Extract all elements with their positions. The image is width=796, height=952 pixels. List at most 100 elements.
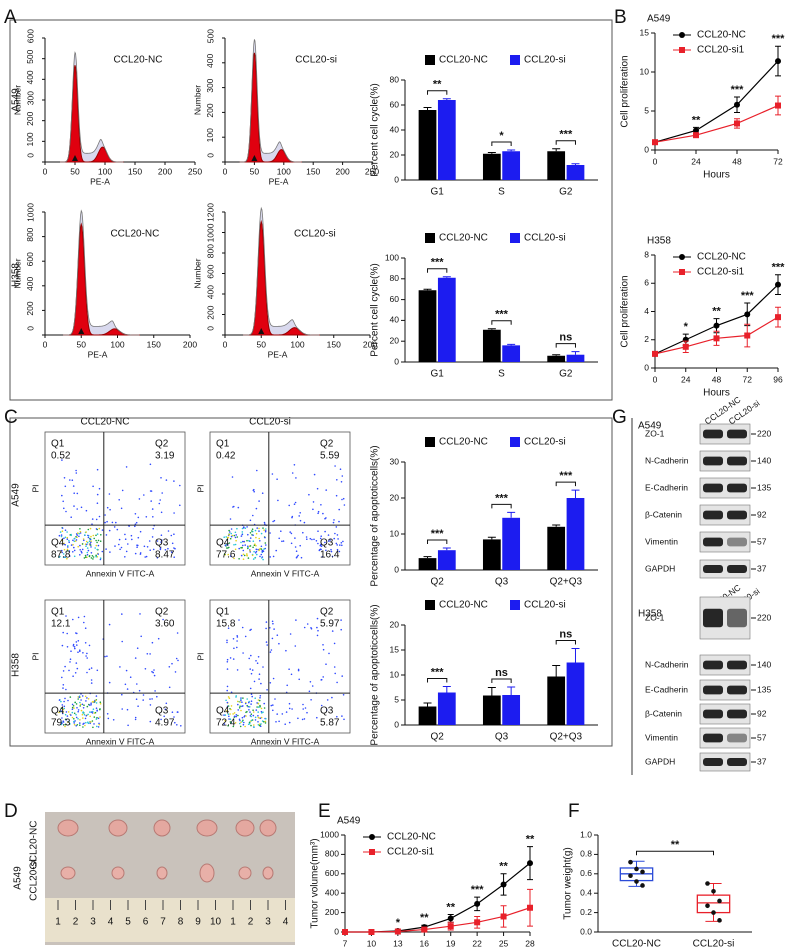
event-dot xyxy=(92,708,95,710)
event-dot xyxy=(168,686,171,689)
event-dot xyxy=(62,631,64,634)
x-tick-label: 7 xyxy=(343,938,348,948)
y-tick-label: 400 xyxy=(205,54,215,68)
quadrant-name: Q4 xyxy=(51,538,65,549)
y-tick-label: 20 xyxy=(390,619,400,629)
protein-name: Vimentin xyxy=(645,536,678,546)
event-dot xyxy=(271,637,274,640)
event-dot xyxy=(223,723,226,725)
event-dot xyxy=(158,502,161,505)
event-dot xyxy=(266,689,268,691)
x-tick-label: 50 xyxy=(250,166,260,176)
event-dot xyxy=(94,701,96,703)
event-dot xyxy=(87,698,90,700)
event-dot xyxy=(336,534,339,536)
event-dot xyxy=(85,556,87,558)
y-axis-label: Number xyxy=(12,258,22,288)
event-dot xyxy=(164,549,167,551)
event-dot xyxy=(59,531,62,533)
event-dot xyxy=(95,718,98,720)
event-dot xyxy=(73,712,76,715)
event-dot xyxy=(118,499,120,501)
blot-strip xyxy=(699,477,751,499)
event-dot xyxy=(242,558,245,560)
event-dot xyxy=(66,632,68,635)
event-dot xyxy=(121,613,123,615)
event-dot xyxy=(282,540,285,542)
event-dot xyxy=(258,530,260,532)
event-dot xyxy=(88,668,91,671)
event-dot xyxy=(229,657,232,659)
event-dot xyxy=(233,557,235,560)
marker xyxy=(652,139,658,146)
event-dot xyxy=(79,724,81,726)
event-dot xyxy=(241,720,244,723)
event-dot xyxy=(244,725,246,728)
event-dot xyxy=(251,695,253,698)
event-dot xyxy=(70,534,72,537)
event-dot xyxy=(270,649,273,651)
x-tick-label: 22 xyxy=(472,938,482,948)
event-dot xyxy=(77,710,79,713)
event-dot xyxy=(246,539,248,542)
data-point xyxy=(628,859,633,865)
event-dot xyxy=(242,719,244,722)
event-dot xyxy=(256,706,258,708)
blot-band xyxy=(703,733,723,743)
event-dot xyxy=(264,720,267,723)
quadrant-value: 87.8 xyxy=(51,550,71,561)
protein-name: N-Cadherin xyxy=(645,455,689,465)
x-tick-label: Q2 xyxy=(430,577,444,588)
event-dot xyxy=(99,540,102,542)
y-tick-label: 4 xyxy=(644,306,649,316)
x-tick-label: 28 xyxy=(525,938,535,948)
y-tick-label: 300 xyxy=(25,91,35,105)
event-dot xyxy=(285,711,288,713)
event-dot xyxy=(228,697,231,699)
event-dot xyxy=(294,645,297,647)
event-dot xyxy=(328,652,330,655)
event-dot xyxy=(298,515,301,517)
event-dot xyxy=(241,705,243,708)
event-dot xyxy=(310,627,312,629)
event-dot xyxy=(306,623,309,625)
event-dot xyxy=(251,528,254,530)
event-dot xyxy=(242,553,245,556)
y-tick-label: 0 xyxy=(334,926,339,936)
event-dot xyxy=(303,521,306,524)
event-dot xyxy=(234,531,237,534)
event-dot xyxy=(223,714,225,716)
event-dot xyxy=(238,707,241,709)
event-dot xyxy=(258,673,261,675)
y-axis-label: PI xyxy=(30,652,40,660)
event-dot xyxy=(273,519,276,522)
event-dot xyxy=(261,556,264,558)
significance-label: * xyxy=(396,917,401,929)
event-dot xyxy=(65,711,68,713)
quadrant-value: 5.87 xyxy=(320,718,340,729)
y-tick-label: 600 xyxy=(205,264,215,278)
y-axis-label: Percent cell cycle(%) xyxy=(370,83,381,176)
event-dot xyxy=(340,628,343,631)
event-dot xyxy=(136,683,138,685)
event-dot xyxy=(95,554,97,557)
protein-name: E-Cadherin xyxy=(645,482,688,492)
event-dot xyxy=(161,492,163,494)
event-dot xyxy=(96,533,99,535)
event-dot xyxy=(234,722,237,724)
event-dot xyxy=(250,724,252,727)
event-dot xyxy=(233,715,236,718)
event-dot xyxy=(324,530,326,533)
y-tick-label: 15 xyxy=(640,27,650,37)
error-bar xyxy=(552,524,561,527)
event-dot xyxy=(275,721,277,723)
x-tick-label: 200 xyxy=(363,339,377,349)
event-dot xyxy=(241,531,244,533)
event-dot xyxy=(257,702,260,705)
gate-marker xyxy=(78,328,85,334)
event-dot xyxy=(137,536,140,539)
event-dot xyxy=(96,716,98,719)
event-dot xyxy=(278,642,280,645)
legend-label: CCL20-si xyxy=(524,55,566,66)
marker xyxy=(713,322,720,329)
